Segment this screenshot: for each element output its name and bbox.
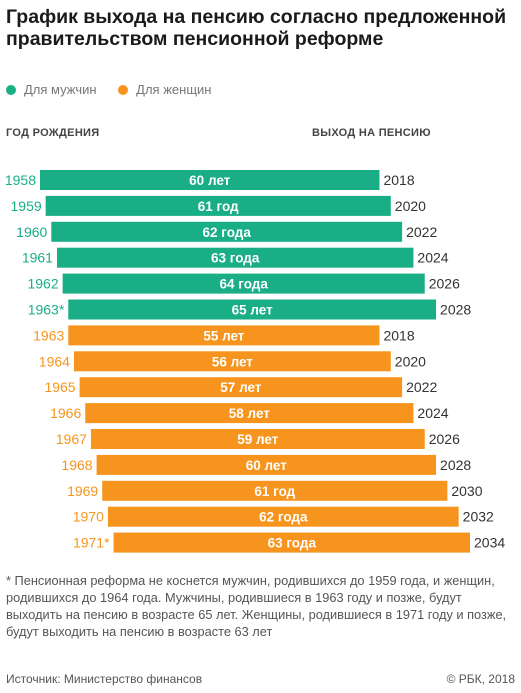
women-retirement-year-label: 2030	[451, 483, 482, 499]
women-bar	[73, 351, 391, 372]
women-birth-year-label: 1965	[44, 379, 75, 395]
men-bar	[45, 195, 391, 216]
men-birth-year-label: 1962	[27, 276, 58, 292]
source-text: Источник: Министерство финансов	[6, 672, 203, 686]
women-retirement-year-label: 2018	[383, 327, 414, 343]
men-birth-year-label: 1959	[11, 198, 42, 214]
retirement-chart: 1958 60 лет 2018 1959 61 год 2020 1960 62 года 2…	[5, 170, 505, 553]
women-birth-year-label: 1964	[39, 353, 70, 369]
legend-item-women: Для женщин	[118, 82, 211, 97]
women-retirement-year-label: 2020	[395, 353, 426, 369]
birth-year-header: ГОД РОЖДЕНИЯ	[6, 127, 100, 139]
women-age-label: 58 лет	[229, 406, 270, 421]
footnote: * Пенсионная реформа не коснется мужчин,…	[6, 573, 507, 639]
legend-item-men: Для мужчин	[6, 82, 97, 97]
men-birth-year-label: 1961	[22, 250, 53, 266]
women-age-label: 57 лет	[220, 380, 261, 395]
women-age-label: 61 год	[254, 484, 295, 499]
men-retirement-year-label: 2018	[383, 172, 414, 188]
women-birth-year-label: 1970	[73, 509, 104, 525]
women-retirement-year-label: 2032	[463, 509, 494, 525]
legend-label-women: Для женщин	[136, 82, 212, 97]
women-age-label: 63 года	[268, 536, 317, 551]
men-age-label: 65 лет	[232, 303, 273, 318]
men-bar	[40, 170, 380, 190]
women-birth-year-label: 1968	[61, 457, 92, 473]
women-age-label: 62 года	[259, 510, 308, 525]
women-bar	[96, 454, 437, 475]
legend-dot-women	[118, 84, 129, 95]
men-retirement-year-label: 2026	[429, 276, 460, 292]
legend-dot-men	[6, 84, 16, 95]
women-birth-year-label: 1969	[67, 483, 98, 499]
women-bar	[113, 532, 470, 553]
men-bar	[51, 221, 403, 242]
women-age-label: 60 лет	[246, 458, 287, 473]
men-birth-year-label: 1963*	[28, 302, 65, 318]
men-age-label: 64 года	[220, 277, 269, 292]
women-bar	[68, 325, 380, 346]
men-retirement-year-label: 2022	[406, 224, 437, 240]
women-retirement-year-label: 2028	[440, 457, 471, 473]
men-age-label: 60 лет	[189, 173, 230, 188]
men-retirement-year-label: 2028	[440, 302, 471, 318]
men-bar	[56, 247, 414, 268]
women-retirement-year-label: 2034	[474, 535, 505, 551]
men-age-label: 62 года	[203, 225, 252, 240]
women-age-label: 59 лет	[237, 432, 278, 447]
men-retirement-year-label: 2024	[417, 250, 448, 266]
men-birth-year-label: 1960	[16, 224, 47, 240]
women-retirement-year-label: 2026	[429, 431, 460, 447]
legend: Для мужчин Для женщин	[6, 82, 229, 98]
women-birth-year-label: 1971*	[73, 535, 110, 551]
women-birth-year-label: 1967	[56, 431, 87, 447]
women-age-label: 55 лет	[203, 328, 244, 343]
retirement-header: ВЫХОД НА ПЕНСИЮ	[312, 127, 431, 139]
women-bar	[107, 506, 459, 527]
women-bar	[85, 403, 414, 424]
men-age-label: 61 год	[198, 199, 239, 214]
chart-title: График выхода на пенсию согласно предлож…	[6, 6, 507, 50]
women-retirement-year-label: 2022	[406, 379, 437, 395]
legend-label-men: Для мужчин	[24, 82, 97, 97]
men-age-label: 63 года	[211, 251, 260, 266]
women-bar	[79, 377, 403, 398]
women-birth-year-label: 1966	[50, 405, 81, 421]
women-bar	[102, 480, 448, 501]
women-age-label: 56 лет	[212, 354, 253, 369]
women-birth-year-label: 1963	[33, 327, 64, 343]
men-bar	[68, 299, 437, 320]
men-birth-year-label: 1958	[5, 172, 36, 188]
men-retirement-year-label: 2020	[395, 198, 426, 214]
women-bar	[90, 429, 425, 449]
footer: Источник: Министерство финансов © РБК, 2…	[6, 672, 515, 686]
copyright-text: © РБК, 2018	[446, 672, 515, 686]
women-retirement-year-label: 2024	[417, 405, 448, 421]
men-bar	[62, 273, 425, 294]
